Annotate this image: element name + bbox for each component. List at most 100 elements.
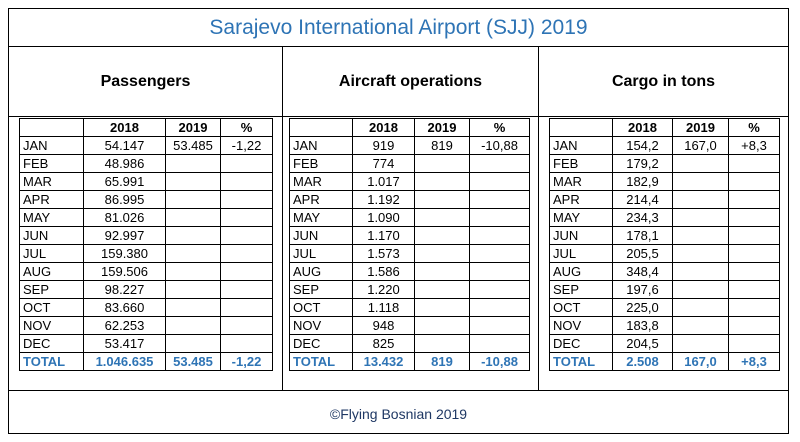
month-cell: MAR [289, 172, 353, 191]
month-cell: MAR [549, 172, 613, 191]
value-cell [728, 298, 780, 317]
month-cell: OCT [549, 298, 613, 317]
value-cell: 819 [414, 136, 470, 155]
value-cell: 65.991 [83, 172, 166, 191]
table-row: MAR 182,9 [549, 172, 780, 191]
month-cell: FEB [19, 154, 84, 173]
table-row: MAY 81.026 [19, 208, 273, 227]
value-cell: 348,4 [612, 262, 673, 281]
value-cell [672, 208, 729, 227]
value-cell [469, 226, 530, 245]
month-cell: SEP [19, 280, 84, 299]
value-cell: -1,22 [220, 136, 273, 155]
table-row: DEC 825 [289, 334, 530, 353]
table-row: FEB 48.986 [19, 154, 273, 173]
month-cell: JAN [19, 136, 84, 155]
month-cell: JUN [289, 226, 353, 245]
value-cell: 1.192 [352, 190, 415, 209]
month-cell: JAN [549, 136, 613, 155]
month-cell: FEB [289, 154, 353, 173]
column-divider [282, 117, 283, 391]
value-cell [165, 334, 221, 353]
month-cell: MAY [549, 208, 613, 227]
month-cell: NOV [19, 316, 84, 335]
value-cell [672, 334, 729, 353]
month-cell: MAR [19, 172, 84, 191]
column-header: 2019 [672, 118, 729, 137]
value-cell: 54.147 [83, 136, 166, 155]
table-row: NOV 948 [289, 316, 530, 335]
table-row: APR 1.192 [289, 190, 530, 209]
value-cell: 179,2 [612, 154, 673, 173]
value-cell [728, 190, 780, 209]
value-cell [414, 154, 470, 173]
table-row: OCT 1.118 [289, 298, 530, 317]
section-headers: Passengers Aircraft operations Cargo in … [9, 47, 788, 117]
table-row: MAY 1.090 [289, 208, 530, 227]
value-cell [165, 154, 221, 173]
value-cell [165, 208, 221, 227]
total-label: TOTAL [19, 352, 84, 371]
month-cell: JUL [19, 244, 84, 263]
value-cell [414, 244, 470, 263]
aircraft-operations-table: 2018 2019% JAN 919 819 -10,88 FEB 774 MAR 1.017 AP… [289, 118, 530, 371]
month-cell: DEC [289, 334, 353, 353]
month-cell: OCT [19, 298, 84, 317]
total-label: TOTAL [549, 352, 613, 371]
table-row: OCT 83.660 [19, 298, 273, 317]
aircraft-operations-header-row: 2018 2019% [289, 118, 530, 137]
value-cell [220, 280, 273, 299]
column-header: 2018 [612, 118, 673, 137]
total-value: -1,22 [220, 352, 273, 371]
column-header: 2019 [414, 118, 470, 137]
month-cell: APR [289, 190, 353, 209]
value-cell: 159.506 [83, 262, 166, 281]
value-cell: 98.227 [83, 280, 166, 299]
value-cell: 1.220 [352, 280, 415, 299]
value-cell: 167,0 [672, 136, 729, 155]
cargo-heading: Cargo in tons [611, 72, 716, 90]
month-cell: DEC [19, 334, 84, 353]
header-cell-blank [289, 118, 353, 137]
month-cell: NOV [549, 316, 613, 335]
total-value: +8,3 [728, 352, 780, 371]
table-bottom-divider [9, 390, 788, 391]
month-cell: JUL [289, 244, 353, 263]
table-row: AUG 1.586 [289, 262, 530, 281]
total-value: 2.508 [612, 352, 673, 371]
month-cell: OCT [289, 298, 353, 317]
value-cell: 159.380 [83, 244, 166, 263]
month-cell: MAY [19, 208, 84, 227]
value-cell [414, 172, 470, 191]
value-cell: +8,3 [728, 136, 780, 155]
month-cell: DEC [549, 334, 613, 353]
value-cell [728, 226, 780, 245]
copyright-footer: ©Flying Bosnian 2019 [329, 406, 468, 422]
table-row: FEB 179,2 [549, 154, 780, 173]
value-cell [220, 154, 273, 173]
aircraft-operations-heading: Aircraft operations [283, 47, 539, 116]
value-cell: 178,1 [612, 226, 673, 245]
value-cell: 825 [352, 334, 415, 353]
value-cell [672, 244, 729, 263]
month-cell: FEB [549, 154, 613, 173]
total-value: -10,88 [469, 352, 530, 371]
value-cell [469, 190, 530, 209]
total-value: 13.432 [352, 352, 415, 371]
value-cell [220, 262, 273, 281]
table-row: MAY 234,3 [549, 208, 780, 227]
header-cell-blank [549, 118, 613, 137]
value-cell: 1.118 [352, 298, 415, 317]
value-cell [469, 244, 530, 263]
report-frame: Sarajevo International Airport (SJJ) 201… [8, 8, 789, 434]
value-cell [220, 316, 273, 335]
table-row: NOV 183,8 [549, 316, 780, 335]
value-cell: 204,5 [612, 334, 673, 353]
value-cell [728, 334, 780, 353]
value-cell [414, 280, 470, 299]
month-cell: MAY [289, 208, 353, 227]
table-row: APR 86.995 [19, 190, 273, 209]
value-cell [672, 154, 729, 173]
page-title: Sarajevo International Airport (SJJ) 201… [9, 9, 788, 47]
value-cell: 92.997 [83, 226, 166, 245]
